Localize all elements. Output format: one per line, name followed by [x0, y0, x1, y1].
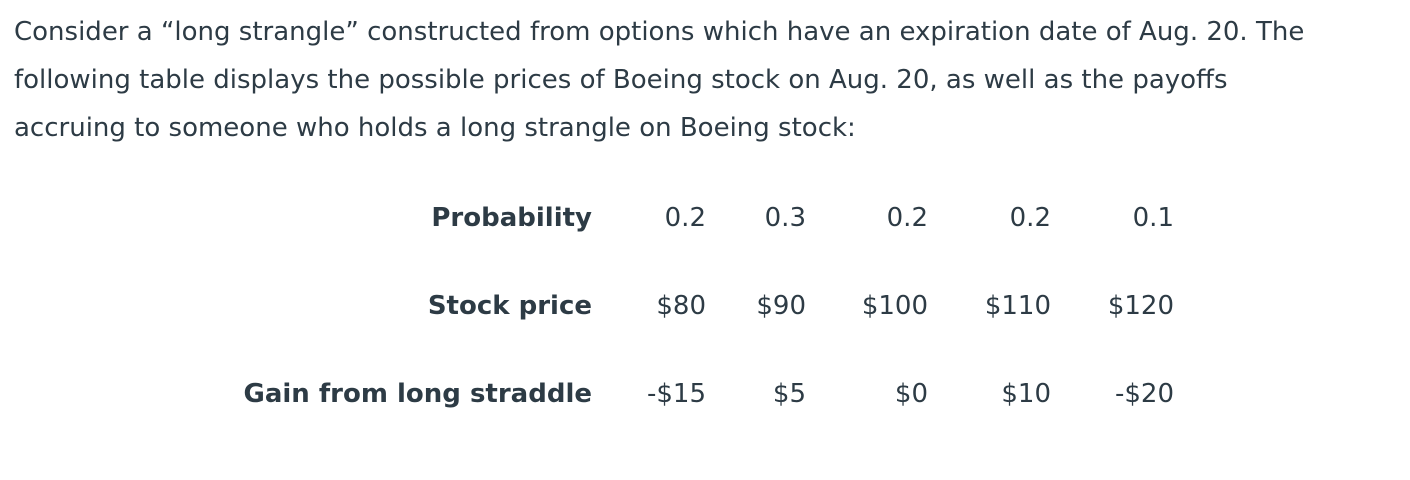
table-cell: 0.3 [764, 203, 806, 233]
table-cell: $90 [756, 291, 806, 321]
intro-line-2: following table displays the possible pr… [14, 65, 1228, 95]
table-cell: $80 [656, 291, 706, 321]
row-label: Stock price [427, 291, 592, 321]
table-cell: 0.2 [1009, 203, 1051, 233]
table-cell: $5 [772, 379, 806, 409]
table-cell: 0.2 [886, 203, 928, 233]
intro-paragraph: Consider a “long strangle” constructed f… [14, 8, 1399, 152]
table-cell: 0.1 [1132, 203, 1174, 233]
row-label: Probability [431, 203, 592, 233]
table-cell: $100 [861, 291, 928, 321]
table-cell: $0 [894, 379, 928, 409]
payoff-table: Probability 0.2 0.3 0.2 0.2 0.1 Stock pr… [240, 174, 1175, 438]
table-cell: $120 [1107, 291, 1174, 321]
table-cell: -$20 [1114, 379, 1174, 409]
intro-line-3: accruing to someone who holds a long str… [14, 113, 856, 143]
table-cell: -$15 [646, 379, 706, 409]
table-cell: 0.2 [664, 203, 706, 233]
table-cell: $110 [984, 291, 1051, 321]
table-row-probability: Probability 0.2 0.3 0.2 0.2 0.1 [240, 174, 1174, 262]
table-row-gain: Gain from long straddle -$15 $5 $0 $10 -… [240, 350, 1175, 438]
table-row-stock-price: Stock price $80 $90 $100 $110 $120 [240, 262, 1174, 350]
row-label: Gain from long straddle [243, 379, 593, 409]
table-cell: $10 [1001, 379, 1051, 409]
intro-line-1: Consider a “long strangle” constructed f… [14, 17, 1305, 47]
